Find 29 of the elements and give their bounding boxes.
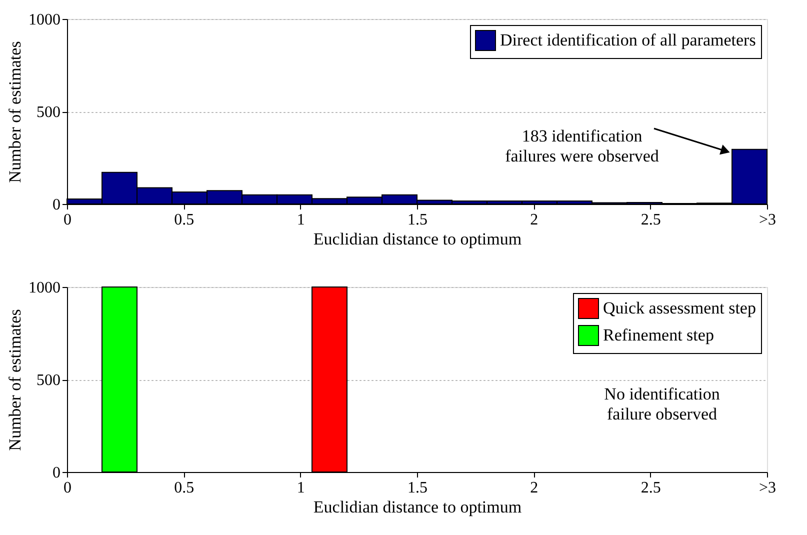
x-tick-label: 1.5 [408,480,428,496]
x-axis-title: Euclidian distance to optimum [313,230,522,248]
x-tick-label: >3 [758,480,776,496]
x-tick-label: 2.5 [640,480,661,496]
legend-label: Direct identification of all parameters [500,30,756,50]
y-tick-label: 1000 [28,280,60,296]
legend-label: Quick assessment step [603,298,756,318]
x-tick-label: 2 [530,480,538,496]
x-tick-label: 0 [64,212,72,228]
x-tick-label: 0 [64,480,72,496]
x-tick-label: 0.5 [174,480,194,496]
legend-label: Refinement step [603,326,714,344]
x-tick-label: 1 [296,212,305,228]
annotation: 183 identification failures were observed [505,126,660,166]
annotation: No identification failure observed [604,384,720,424]
y-axis-title: Number of estimates [6,309,24,451]
x-tick-label: >3 [758,212,776,228]
x-tick-label: 0.5 [174,212,194,228]
x-tick-label: 1.5 [408,212,428,228]
x-tick-label: 2 [530,212,538,228]
x-axis-title: Euclidian distance to optimum [313,498,522,516]
y-tick-label: 1000 [28,12,60,28]
y-axis-title: Number of estimates [6,41,24,183]
y-tick-label: 500 [36,104,60,121]
y-tick-label: 500 [36,372,60,389]
x-tick-label: 2.5 [640,212,661,228]
y-tick-label: 0 [52,464,60,482]
y-tick-label: 0 [52,196,60,214]
x-tick-label: 1 [296,480,305,496]
